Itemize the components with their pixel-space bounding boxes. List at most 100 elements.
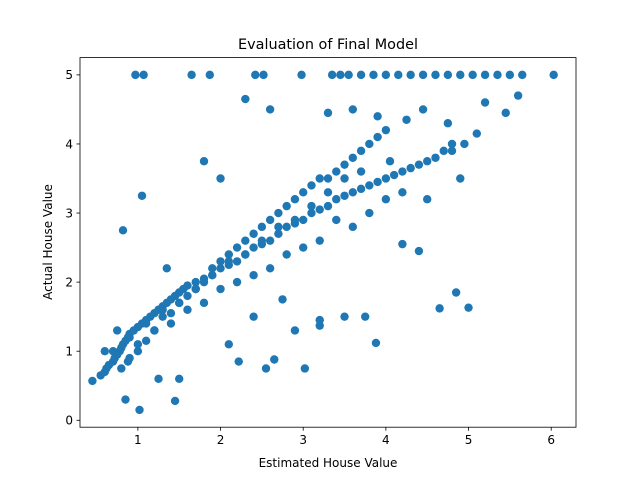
data-point xyxy=(199,277,209,287)
data-point xyxy=(158,305,167,314)
data-point xyxy=(340,160,349,169)
data-point xyxy=(121,395,130,404)
data-point xyxy=(398,167,407,176)
data-point xyxy=(300,364,310,373)
data-point xyxy=(456,174,465,183)
data-point xyxy=(259,70,268,80)
data-point xyxy=(234,357,243,366)
data-point xyxy=(158,312,167,321)
data-point xyxy=(241,236,250,245)
y-tick-label: 5 xyxy=(65,68,73,82)
data-point xyxy=(381,195,391,204)
data-point xyxy=(123,357,133,366)
data-point xyxy=(356,184,366,194)
data-point xyxy=(265,264,275,273)
data-point xyxy=(154,374,163,384)
data-point xyxy=(274,229,283,238)
data-point xyxy=(493,70,502,80)
data-point xyxy=(381,174,391,183)
data-point xyxy=(373,177,382,187)
data-point xyxy=(315,236,324,245)
data-point xyxy=(389,170,399,180)
data-point xyxy=(340,312,349,321)
data-point xyxy=(224,340,233,349)
data-point xyxy=(414,160,424,169)
data-point xyxy=(299,215,308,225)
y-tick-label: 0 xyxy=(65,414,73,428)
y-tick-label: 3 xyxy=(65,206,73,220)
data-point xyxy=(315,315,324,325)
data-point xyxy=(139,70,148,80)
data-point xyxy=(394,70,403,80)
data-point xyxy=(216,257,225,266)
data-point xyxy=(137,191,147,200)
data-point xyxy=(381,125,391,135)
data-point xyxy=(133,347,143,356)
data-point xyxy=(183,281,192,290)
data-point xyxy=(513,91,523,100)
data-point xyxy=(369,70,378,80)
data-point xyxy=(282,250,291,259)
data-point xyxy=(398,239,407,249)
data-point xyxy=(480,98,490,107)
data-point xyxy=(398,188,407,197)
data-point xyxy=(307,181,316,190)
data-point xyxy=(232,257,242,266)
data-point xyxy=(175,298,184,308)
data-point xyxy=(183,291,192,301)
data-point xyxy=(435,304,444,313)
data-point xyxy=(290,215,300,225)
data-point xyxy=(249,243,258,252)
data-point xyxy=(170,396,180,406)
x-axis-label: Estimated House Value xyxy=(259,456,398,470)
data-point xyxy=(166,309,176,318)
x-tick-label: 1 xyxy=(134,433,142,447)
data-point xyxy=(348,153,357,162)
data-point xyxy=(443,70,453,80)
data-point xyxy=(282,222,291,232)
data-point xyxy=(117,364,126,373)
data-point xyxy=(418,105,428,114)
data-point xyxy=(274,222,283,232)
data-point xyxy=(323,201,333,211)
data-point xyxy=(191,277,200,287)
data-point xyxy=(348,188,357,197)
data-point xyxy=(332,167,341,176)
data-point xyxy=(290,195,300,204)
data-point xyxy=(315,174,324,183)
data-point xyxy=(251,70,260,80)
data-point xyxy=(373,132,382,142)
x-axis-ticks: 1 2 3 4 5 6 xyxy=(134,427,555,447)
data-point xyxy=(423,157,432,166)
data-point xyxy=(307,208,316,218)
data-point xyxy=(241,250,250,259)
x-tick-label: 5 xyxy=(465,433,473,447)
data-point xyxy=(451,288,461,297)
data-point xyxy=(278,295,287,304)
data-point xyxy=(141,319,151,328)
data-point xyxy=(472,129,481,138)
data-point xyxy=(191,284,200,294)
data-point xyxy=(480,70,490,80)
data-point xyxy=(274,208,283,218)
data-point xyxy=(108,347,118,356)
data-point xyxy=(224,257,233,266)
data-point xyxy=(356,167,366,176)
data-point xyxy=(447,146,457,156)
data-point xyxy=(249,229,258,238)
data-point xyxy=(365,181,374,190)
data-point xyxy=(501,108,510,118)
data-point xyxy=(418,70,428,80)
data-point xyxy=(340,174,349,183)
data-point xyxy=(265,105,275,114)
data-point xyxy=(505,70,515,80)
data-point xyxy=(199,298,209,308)
data-point xyxy=(423,195,432,204)
y-tick-label: 2 xyxy=(65,275,73,289)
data-point xyxy=(224,250,233,259)
data-point xyxy=(348,105,357,114)
data-point xyxy=(282,201,291,211)
data-point xyxy=(348,222,357,232)
data-point xyxy=(468,70,477,80)
data-point xyxy=(361,312,370,321)
